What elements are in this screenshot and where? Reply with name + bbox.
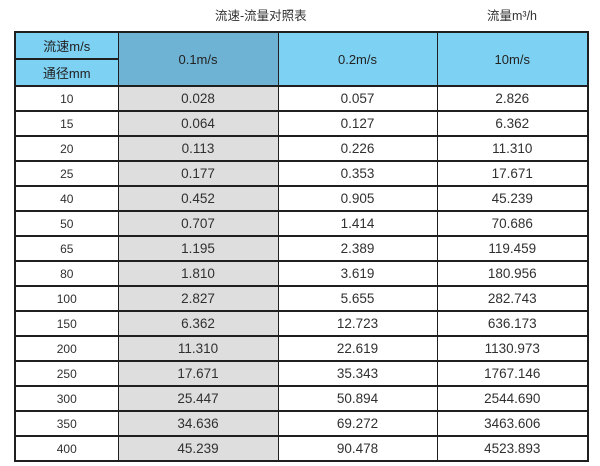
- flow-value-cell: 3.619: [277, 260, 438, 287]
- diameter-cell: 25: [14, 160, 119, 187]
- flow-value-cell: 1.414: [277, 210, 438, 237]
- flow-value-cell: 25.447: [117, 385, 279, 412]
- flow-value-cell: 11.310: [117, 335, 279, 362]
- table-row: 350 34.636 69.272 3463.606: [14, 410, 589, 437]
- flow-value-cell: 5.655: [277, 285, 438, 312]
- flow-value-cell: 90.478: [277, 435, 438, 462]
- velocity-header-0-1: 0.1m/s: [117, 31, 279, 87]
- velocity-header-0-2: 0.2m/s: [277, 31, 438, 87]
- flow-value-cell: 17.671: [436, 160, 589, 187]
- flow-value-cell: 0.905: [277, 185, 438, 212]
- flow-value-cell: 0.057: [277, 85, 438, 112]
- corner-cell-diameter: 通径mm: [14, 58, 119, 87]
- velocity-header-10: 10m/s: [436, 31, 589, 87]
- flow-value-cell: 1.195: [117, 235, 279, 262]
- flow-value-cell: 3463.606: [436, 410, 589, 437]
- flow-value-cell: 2.389: [277, 235, 438, 262]
- flow-value-cell: 0.113: [117, 135, 279, 162]
- table-row: 150 6.362 12.723 636.173: [14, 310, 589, 337]
- table-row: 20 0.113 0.226 11.310: [14, 135, 589, 162]
- flow-table-body: 10 0.028 0.057 2.826 15 0.064 0.127 6.362 20 0.11…: [14, 85, 589, 462]
- flow-value-cell: 119.459: [436, 235, 589, 262]
- table-row: 80 1.810 3.619 180.956: [14, 260, 589, 287]
- diameter-cell: 80: [14, 260, 119, 287]
- header-row-top: 流速m/s 0.1m/s 0.2m/s 10m/s: [14, 31, 589, 87]
- table-row: 50 0.707 1.414 70.686: [14, 210, 589, 237]
- flow-value-cell: 45.239: [117, 435, 279, 462]
- diameter-cell: 350: [14, 410, 119, 437]
- table-header: 流速m/s 0.1m/s 0.2m/s 10m/s 通径mm: [14, 31, 589, 87]
- flow-value-cell: 17.671: [117, 360, 279, 387]
- flow-value-cell: 6.362: [436, 110, 589, 137]
- diameter-cell: 50: [14, 210, 119, 237]
- flow-value-cell: 4523.893: [436, 435, 589, 462]
- table-row: 25 0.177 0.353 17.671: [14, 160, 589, 187]
- table-row: 10 0.028 0.057 2.826: [14, 85, 589, 112]
- flow-value-cell: 22.619: [277, 335, 438, 362]
- flow-value-cell: 0.028: [117, 85, 279, 112]
- flow-rate-table: 流速m/s 0.1m/s 0.2m/s 10m/s 通径mm 10 0.028 0.…: [14, 31, 589, 462]
- flow-value-cell: 1.810: [117, 260, 279, 287]
- flow-value-cell: 1130.973: [436, 335, 589, 362]
- diameter-cell: 10: [14, 85, 119, 112]
- flow-value-cell: 0.707: [117, 210, 279, 237]
- flow-value-cell: 0.226: [277, 135, 438, 162]
- diameter-cell: 150: [14, 310, 119, 337]
- table-row: 40 0.452 0.905 45.239: [14, 185, 589, 212]
- flow-value-cell: 0.127: [277, 110, 438, 137]
- flow-value-cell: 2544.690: [436, 385, 589, 412]
- flow-value-cell: 2.826: [436, 85, 589, 112]
- diameter-cell: 400: [14, 435, 119, 462]
- diameter-cell: 40: [14, 185, 119, 212]
- flow-value-cell: 0.353: [277, 160, 438, 187]
- table-title: 流速-流量对照表: [215, 9, 307, 23]
- diameter-cell: 250: [14, 360, 119, 387]
- diameter-cell: 65: [14, 235, 119, 262]
- table-row: 65 1.195 2.389 119.459: [14, 235, 589, 262]
- table-row: 250 17.671 35.343 1767.146: [14, 360, 589, 387]
- flow-value-cell: 11.310: [436, 135, 589, 162]
- flow-value-cell: 12.723: [277, 310, 438, 337]
- flow-value-cell: 0.452: [117, 185, 279, 212]
- flow-value-cell: 0.064: [117, 110, 279, 137]
- diameter-cell: 20: [14, 135, 119, 162]
- flow-value-cell: 69.272: [277, 410, 438, 437]
- diameter-cell: 15: [14, 110, 119, 137]
- flow-value-cell: 1767.146: [436, 360, 589, 387]
- flow-value-cell: 50.894: [277, 385, 438, 412]
- table-row: 100 2.827 5.655 282.743: [14, 285, 589, 312]
- table-row: 300 25.447 50.894 2544.690: [14, 385, 589, 412]
- table-row: 400 45.239 90.478 4523.893: [14, 435, 589, 462]
- flow-value-cell: 70.686: [436, 210, 589, 237]
- diameter-cell: 100: [14, 285, 119, 312]
- flow-value-cell: 34.636: [117, 410, 279, 437]
- flow-value-cell: 6.362: [117, 310, 279, 337]
- table-row: 200 11.310 22.619 1130.973: [14, 335, 589, 362]
- flow-value-cell: 636.173: [436, 310, 589, 337]
- flow-value-cell: 2.827: [117, 285, 279, 312]
- flow-value-cell: 45.239: [436, 185, 589, 212]
- flow-unit-label: 流量m³/h: [487, 9, 538, 23]
- header-row-bottom: 通径mm: [14, 58, 588, 87]
- flow-value-cell: 282.743: [436, 285, 589, 312]
- table-row: 15 0.064 0.127 6.362: [14, 110, 589, 137]
- diameter-cell: 200: [14, 335, 119, 362]
- corner-cell-velocity: 流速m/s: [14, 31, 119, 60]
- flow-value-cell: 35.343: [277, 360, 438, 387]
- flow-value-cell: 180.956: [436, 260, 589, 287]
- diameter-cell: 300: [14, 385, 119, 412]
- flow-value-cell: 0.177: [117, 160, 279, 187]
